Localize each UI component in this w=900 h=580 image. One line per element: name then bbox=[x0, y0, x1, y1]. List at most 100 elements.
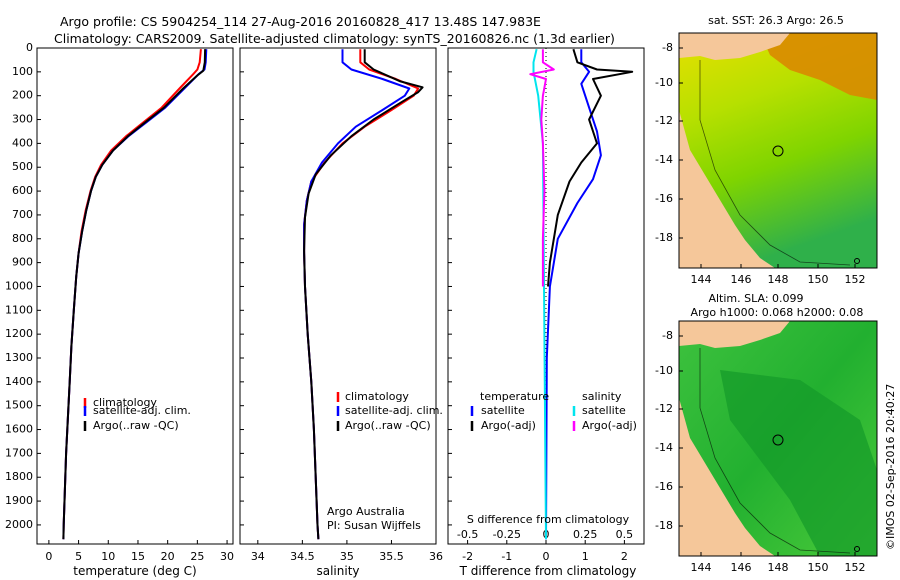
sst-land-australia bbox=[679, 110, 775, 268]
lat-tick-label: -8 bbox=[662, 41, 673, 54]
sst-warm-patch bbox=[760, 33, 877, 100]
difference-legend: temperature satellite Argo(-adj) salinit… bbox=[470, 390, 637, 432]
sla-land-png bbox=[679, 321, 790, 348]
t-difference-label: T difference from climatology bbox=[459, 564, 637, 578]
lat-tick-label: -10 bbox=[655, 364, 673, 377]
s-tick-label: 0.25 bbox=[573, 528, 598, 541]
series-line-s-argo-adj- bbox=[529, 49, 555, 287]
lat-tick-label: -8 bbox=[662, 329, 673, 342]
series-line-satellite-adj-clim- bbox=[62, 49, 208, 540]
sla-land-australia bbox=[679, 398, 775, 556]
depth-tick-label: 100 bbox=[12, 65, 33, 78]
sst-map-axes: -8 -10 -12 -14 -16 -18 144 146 148 150 152 bbox=[655, 41, 865, 286]
lat-tick-label: -12 bbox=[655, 114, 673, 127]
lon-tick-label: 148 bbox=[768, 561, 789, 574]
x-tick-label: 35 bbox=[340, 550, 354, 563]
lat-tick-label: -14 bbox=[655, 441, 673, 454]
temperature-x-axis: 0 5 10 15 20 25 30 bbox=[45, 540, 234, 563]
depth-tick-label: 1800 bbox=[5, 470, 33, 483]
lat-tick-label: -16 bbox=[655, 480, 673, 493]
x-tick-label: 0 bbox=[45, 550, 52, 563]
lon-tick-label: 144 bbox=[691, 561, 712, 574]
depth-tick-label: 1500 bbox=[5, 399, 33, 412]
salinity-panel: 34 34.5 35 35.5 36 climatology satellite-adj… bbox=[239, 47, 443, 578]
sla-shelf-contour bbox=[699, 348, 851, 554]
lon-tick-label: 146 bbox=[731, 273, 752, 286]
x-tick-label: 2 bbox=[621, 550, 628, 563]
lon-tick-label: 146 bbox=[731, 561, 752, 574]
depth-tick-label: 2000 bbox=[5, 518, 33, 531]
series-line-t-satellite bbox=[545, 49, 602, 540]
depth-tick-label: 1200 bbox=[5, 327, 33, 340]
legend-argo: Argo(..raw -QC) bbox=[345, 419, 431, 432]
series-line-climatology bbox=[62, 49, 202, 540]
sla-map-axes: -8 -10 -12 -14 -16 -18 144 146 148 150 152 bbox=[655, 329, 865, 574]
x-tick-label: 20 bbox=[161, 550, 175, 563]
salinity-legend: climatology satellite-adj. clim. Argo(..… bbox=[336, 390, 443, 432]
depth-tick-label: 1300 bbox=[5, 351, 33, 364]
series-line-satellite-adj-clim- bbox=[303, 49, 411, 540]
legend-temperature-title: temperature bbox=[480, 390, 549, 403]
legend-t-argo: Argo(-adj) bbox=[481, 419, 536, 432]
legend-t-satellite: satellite bbox=[481, 404, 525, 417]
temperature-panel: 0100200300400500600700800900100011001200… bbox=[5, 41, 234, 578]
salinity-xlabel: salinity bbox=[316, 564, 359, 578]
temperature-legend: climatology satellite-adj. clim. Argo(..… bbox=[83, 396, 191, 432]
lat-tick-label: -14 bbox=[655, 153, 673, 166]
s-tick-label: 0.5 bbox=[616, 528, 634, 541]
lat-tick-label: -12 bbox=[655, 402, 673, 415]
lon-tick-label: 150 bbox=[808, 561, 829, 574]
sla-dark-band bbox=[720, 370, 877, 556]
x-tick-label: 36 bbox=[429, 550, 443, 563]
temperature-xlabel: temperature (deg C) bbox=[73, 564, 196, 578]
sst-shelf-contour bbox=[699, 60, 851, 266]
lon-tick-label: 152 bbox=[845, 561, 866, 574]
sla-map: Altim. SLA: 0.099 Argo h1000: 0.068 h200… bbox=[655, 292, 878, 574]
depth-axis: 0 100 200 300 400 500 600 700 800 900 1000 1100 1200… bbox=[5, 41, 41, 531]
depth-tick-label: 1400 bbox=[5, 375, 33, 388]
depth-tick-label: 0 bbox=[26, 41, 33, 54]
difference-panel: -2 -1 0 1 2 -0.5 -0.25 0 0.25 0.5 temperature sa… bbox=[447, 47, 645, 578]
legend-s-satellite: satellite bbox=[582, 404, 626, 417]
depth-tick-label: 800 bbox=[12, 232, 33, 245]
difference-x-axis: -2 -1 0 1 2 bbox=[462, 540, 628, 563]
depth-tick-label: 1700 bbox=[5, 446, 33, 459]
x-tick-label: 30 bbox=[220, 550, 234, 563]
argo-float-marker bbox=[772, 434, 784, 446]
x-tick-label: -2 bbox=[462, 550, 473, 563]
sst-land-png bbox=[679, 33, 790, 60]
depth-tick-label: 300 bbox=[12, 113, 33, 126]
series-line-argo-raw-qc- bbox=[303, 49, 424, 540]
depth-tick-label: 700 bbox=[12, 208, 33, 221]
temperature-lines bbox=[62, 49, 208, 540]
argo-float-marker bbox=[772, 145, 784, 157]
sst-map-title: sat. SST: 26.3 Argo: 26.5 bbox=[708, 14, 844, 27]
lat-tick-label: -18 bbox=[655, 231, 673, 244]
sst-map: sat. SST: 26.3 Argo: 26.5 -8 -10 -12 -14 -16… bbox=[655, 14, 878, 286]
annotation-line2: PI: Susan Wijffels bbox=[327, 519, 421, 532]
legend-satellite: satellite-adj. clim. bbox=[93, 404, 191, 417]
difference-lines bbox=[448, 47, 634, 540]
lon-tick-label: 144 bbox=[691, 273, 712, 286]
lat-tick-label: -16 bbox=[655, 192, 673, 205]
x-tick-label: -1 bbox=[501, 550, 512, 563]
legend-s-argo: Argo(-adj) bbox=[582, 419, 637, 432]
s-tick-label: -0.25 bbox=[493, 528, 521, 541]
legend-climatology: climatology bbox=[93, 396, 157, 409]
x-tick-label: 25 bbox=[190, 550, 204, 563]
x-tick-label: 15 bbox=[131, 550, 145, 563]
x-tick-label: 35.5 bbox=[379, 550, 404, 563]
annotation-line1: Argo Australia bbox=[327, 505, 405, 518]
depth-tick-label: 500 bbox=[12, 160, 33, 173]
salinity-lines bbox=[240, 47, 424, 540]
x-tick-label: 34.5 bbox=[290, 550, 315, 563]
depth-tick-label: 600 bbox=[12, 184, 33, 197]
legend-argo: Argo(..raw -QC) bbox=[93, 419, 179, 432]
s-tick-label: -0.5 bbox=[457, 528, 478, 541]
header-line1: Argo profile: CS 5904254_114 27-Aug-2016… bbox=[60, 14, 541, 29]
sla-map-title1: Altim. SLA: 0.099 bbox=[708, 292, 803, 305]
depth-tick-label: 1000 bbox=[5, 279, 33, 292]
series-line-t-argo-adj- bbox=[547, 48, 634, 287]
lon-tick-label: 152 bbox=[845, 273, 866, 286]
credit: ©IMOS 02-Sep-2016 20:40:27 bbox=[884, 384, 897, 550]
